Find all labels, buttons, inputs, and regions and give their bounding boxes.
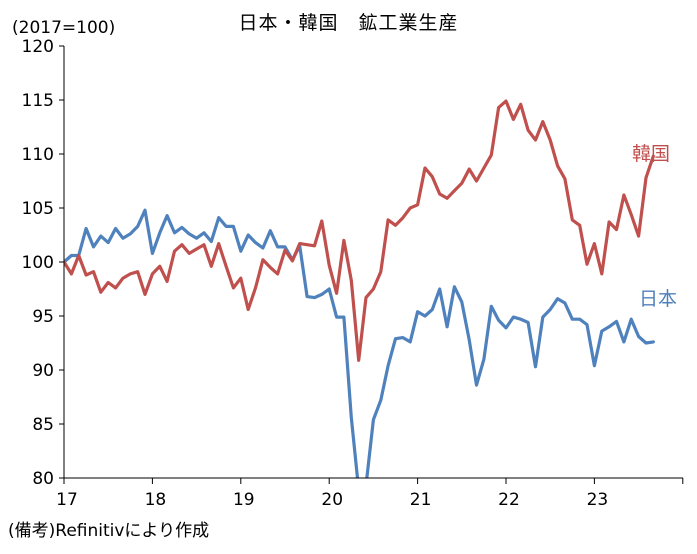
- y-tick-label: 95: [32, 307, 54, 327]
- y-tick-label: 90: [32, 361, 54, 381]
- y-tick-label: 120: [22, 37, 54, 57]
- japan-series-line: [64, 208, 655, 478]
- y-axis-unit-label: (2017=100): [12, 18, 116, 38]
- x-tick-label: 21: [410, 490, 432, 510]
- x-tick-label: 20: [321, 490, 343, 510]
- x-tick-label: 22: [498, 490, 520, 510]
- y-tick-label: 80: [32, 469, 54, 489]
- x-tick-label: 19: [233, 490, 255, 510]
- y-tick-label: 100: [22, 253, 54, 273]
- x-tick-label: 17: [56, 490, 78, 510]
- source-note: (備考)Refinitivにより作成: [8, 521, 210, 541]
- x-tick-label: 23: [587, 490, 609, 510]
- japan-series-label: 日本: [639, 288, 677, 310]
- korea-series-line: [64, 99, 655, 362]
- y-tick-label: 115: [22, 91, 54, 111]
- axis-layer: 80 85 90 95 100 105 110 115 120 17 18 19 20 21 22 23: [22, 37, 684, 510]
- chart-title: 日本・韓国 鉱工業生産: [238, 12, 459, 34]
- y-tick-label: 110: [22, 145, 54, 165]
- y-tick-label: 85: [32, 415, 54, 435]
- korea-series-label: 韓国: [632, 143, 670, 165]
- series-layer: [64, 99, 655, 478]
- x-tick-label: 18: [145, 490, 167, 510]
- y-tick-label: 105: [22, 199, 54, 219]
